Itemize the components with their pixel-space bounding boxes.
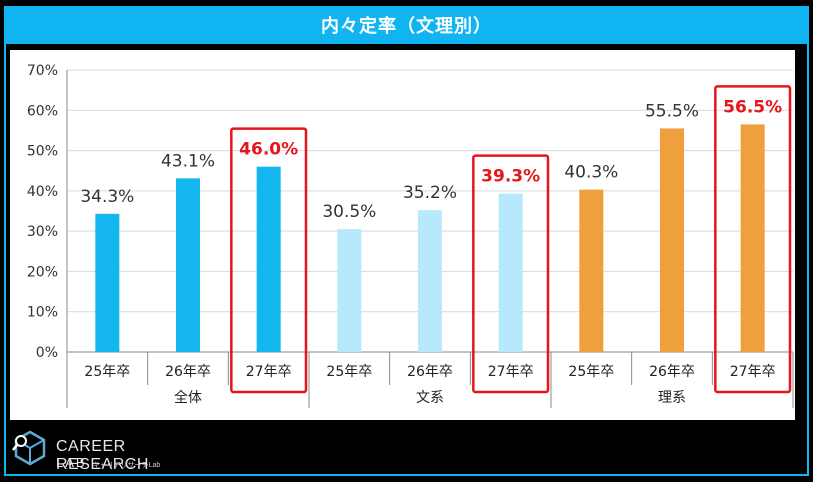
x-tick-label: 27年卒 bbox=[730, 364, 776, 380]
data-label: 40.3% bbox=[564, 163, 618, 183]
bar bbox=[579, 189, 604, 352]
highlight-box bbox=[230, 127, 308, 394]
bar bbox=[256, 166, 281, 352]
logo-subtext: キャリアリサーチLab bbox=[92, 462, 161, 469]
bar bbox=[337, 229, 362, 352]
y-tick-label: 60% bbox=[27, 103, 58, 119]
y-tick-label: 50% bbox=[27, 144, 58, 160]
data-label: 34.3% bbox=[80, 187, 134, 207]
x-tick-label: 25年卒 bbox=[326, 364, 372, 380]
logo-line2-text: LAB bbox=[56, 455, 87, 470]
highlight-box bbox=[472, 154, 550, 394]
x-tick-label: 27年卒 bbox=[246, 364, 292, 380]
data-label: 46.0% bbox=[239, 140, 298, 160]
x-tick-label: 27年卒 bbox=[488, 364, 534, 380]
group-label: 理系 bbox=[658, 390, 686, 406]
bar bbox=[176, 178, 200, 352]
bar bbox=[418, 210, 442, 352]
career-research-lab-logo: CAREER RESEARCH LAB キャリアリサーチLab bbox=[12, 428, 212, 473]
x-tick-label: 25年卒 bbox=[84, 364, 130, 380]
data-label: 39.3% bbox=[481, 167, 540, 187]
x-tick-label: 25年卒 bbox=[568, 364, 614, 380]
y-tick-label: 20% bbox=[27, 264, 58, 280]
y-tick-label: 10% bbox=[27, 305, 58, 321]
x-tick-label: 26年卒 bbox=[407, 364, 453, 380]
group-label: 全体 bbox=[174, 389, 202, 406]
bar bbox=[740, 124, 765, 352]
cube-icon bbox=[12, 430, 46, 466]
logo-line1: CAREER RESEARCH bbox=[56, 438, 149, 473]
bar bbox=[95, 213, 120, 352]
x-tick-label: 26年卒 bbox=[165, 364, 211, 380]
y-tick-label: 40% bbox=[27, 184, 58, 200]
y-tick-label: 30% bbox=[27, 224, 58, 240]
data-label: 56.5% bbox=[723, 97, 782, 117]
bar bbox=[660, 128, 684, 352]
y-tick-label: 0% bbox=[36, 345, 58, 361]
chart-title: 内々定率（文理別） bbox=[4, 6, 809, 44]
data-label: 30.5% bbox=[322, 202, 376, 222]
data-label: 35.2% bbox=[403, 183, 457, 203]
y-tick-label: 70% bbox=[27, 63, 58, 79]
data-label: 43.1% bbox=[161, 151, 215, 171]
group-label: 文系 bbox=[416, 390, 444, 406]
logo-line2: LAB キャリアリサーチLab bbox=[56, 455, 160, 470]
x-tick-label: 26年卒 bbox=[649, 364, 695, 380]
bar bbox=[498, 193, 523, 352]
data-label: 55.5% bbox=[645, 101, 699, 121]
highlight-box bbox=[714, 85, 792, 394]
